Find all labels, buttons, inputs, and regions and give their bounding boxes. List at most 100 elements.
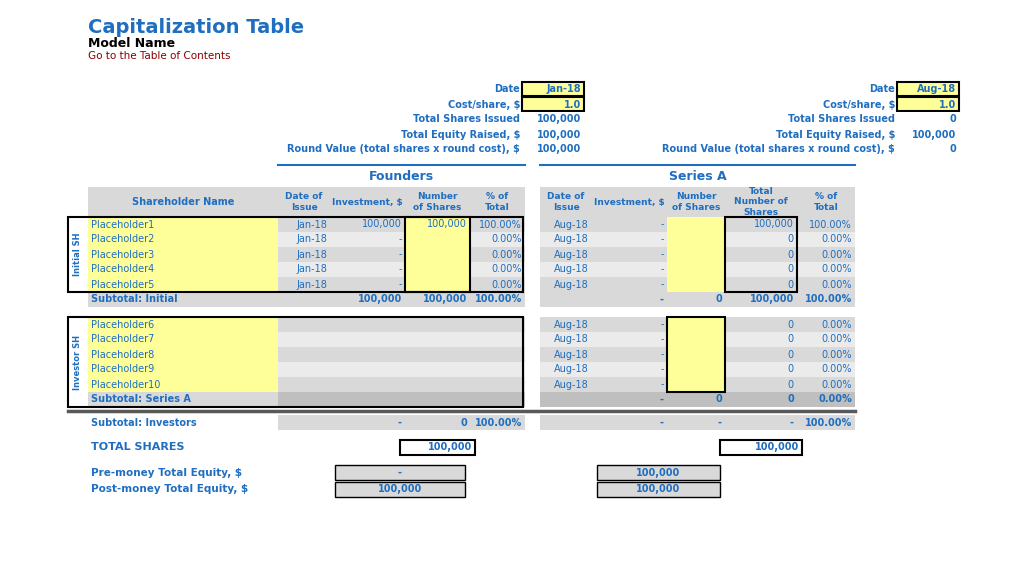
Bar bbox=[278, 362, 330, 377]
Bar bbox=[470, 362, 525, 377]
Text: 100,000: 100,000 bbox=[754, 219, 794, 230]
Bar bbox=[88, 292, 278, 307]
Text: -: - bbox=[398, 264, 402, 275]
Text: -: - bbox=[718, 418, 722, 428]
Text: 0.00%: 0.00% bbox=[821, 380, 852, 389]
Text: Placeholder3: Placeholder3 bbox=[91, 249, 155, 260]
Bar bbox=[597, 482, 720, 497]
Bar bbox=[406, 247, 470, 262]
Bar bbox=[406, 362, 470, 377]
Text: 0.00%: 0.00% bbox=[821, 249, 852, 260]
Bar bbox=[540, 362, 592, 377]
Text: 0: 0 bbox=[949, 144, 956, 155]
Text: -: - bbox=[660, 234, 664, 245]
Text: Date of
Issue: Date of Issue bbox=[286, 192, 323, 212]
Bar bbox=[592, 277, 667, 292]
Bar bbox=[278, 377, 330, 392]
Text: Pre-money Total Equity, $: Pre-money Total Equity, $ bbox=[91, 467, 242, 478]
Bar bbox=[88, 262, 278, 277]
Bar bbox=[667, 232, 725, 247]
Bar bbox=[540, 277, 592, 292]
Bar bbox=[330, 377, 406, 392]
Bar bbox=[797, 332, 855, 347]
Bar bbox=[540, 217, 592, 232]
Text: 0.00%: 0.00% bbox=[821, 279, 852, 290]
Bar bbox=[330, 217, 406, 232]
Bar bbox=[88, 392, 278, 407]
Text: Jan-18: Jan-18 bbox=[296, 264, 327, 275]
Text: -: - bbox=[660, 365, 664, 374]
Bar bbox=[540, 332, 592, 347]
Bar bbox=[592, 262, 667, 277]
Bar bbox=[597, 465, 720, 480]
Text: 0.00%: 0.00% bbox=[821, 350, 852, 359]
Text: Date of
Issue: Date of Issue bbox=[547, 192, 585, 212]
Bar bbox=[470, 292, 525, 307]
Bar bbox=[88, 362, 278, 377]
Bar bbox=[330, 347, 406, 362]
Text: 100,000: 100,000 bbox=[750, 294, 794, 305]
Bar bbox=[335, 465, 465, 480]
Bar bbox=[540, 292, 592, 307]
Bar bbox=[335, 482, 465, 497]
Bar bbox=[68, 317, 523, 407]
Text: 0: 0 bbox=[787, 320, 794, 329]
Text: 100,000: 100,000 bbox=[911, 129, 956, 140]
Bar bbox=[897, 127, 959, 141]
Bar bbox=[406, 332, 470, 347]
Text: Placeholder7: Placeholder7 bbox=[91, 335, 155, 344]
Text: 0: 0 bbox=[787, 380, 794, 389]
Text: 0.00%: 0.00% bbox=[492, 249, 522, 260]
Text: Cost/share, $: Cost/share, $ bbox=[822, 99, 895, 110]
Text: Placeholder9: Placeholder9 bbox=[91, 365, 155, 374]
Text: Founders: Founders bbox=[369, 170, 434, 182]
Bar bbox=[592, 232, 667, 247]
Text: Jan-18: Jan-18 bbox=[296, 279, 327, 290]
Text: Placeholder6: Placeholder6 bbox=[91, 320, 155, 329]
Bar bbox=[797, 247, 855, 262]
Bar bbox=[470, 217, 525, 232]
Text: Aug-18: Aug-18 bbox=[554, 350, 589, 359]
Bar bbox=[725, 217, 797, 292]
Bar bbox=[540, 232, 592, 247]
Text: 0.00%: 0.00% bbox=[492, 264, 522, 275]
Bar bbox=[725, 377, 797, 392]
Text: -: - bbox=[660, 380, 664, 389]
Text: -: - bbox=[398, 249, 402, 260]
Bar bbox=[406, 347, 470, 362]
Bar bbox=[330, 277, 406, 292]
Bar bbox=[470, 247, 525, 262]
Bar bbox=[797, 217, 855, 232]
Text: 0: 0 bbox=[787, 279, 794, 290]
Text: -: - bbox=[660, 294, 664, 305]
Text: Model Name: Model Name bbox=[88, 37, 175, 50]
Text: 100,000: 100,000 bbox=[427, 219, 467, 230]
Text: 1.0: 1.0 bbox=[564, 99, 581, 110]
Text: -: - bbox=[660, 418, 664, 428]
Bar bbox=[725, 262, 797, 277]
Text: Total Shares Issued: Total Shares Issued bbox=[788, 114, 895, 125]
Text: 100.00%: 100.00% bbox=[809, 219, 852, 230]
Text: 0: 0 bbox=[949, 114, 956, 125]
Bar bbox=[330, 332, 406, 347]
Text: 100.00%: 100.00% bbox=[479, 219, 522, 230]
Bar bbox=[88, 415, 278, 430]
Bar bbox=[88, 217, 278, 232]
Text: Jan-18: Jan-18 bbox=[296, 249, 327, 260]
Text: 100,000: 100,000 bbox=[423, 294, 467, 305]
Text: Aug-18: Aug-18 bbox=[554, 380, 589, 389]
Bar bbox=[330, 292, 406, 307]
Text: Initial SH: Initial SH bbox=[73, 233, 82, 276]
Text: Placeholder4: Placeholder4 bbox=[91, 264, 155, 275]
Bar bbox=[540, 187, 855, 217]
Text: Total Shares Issued: Total Shares Issued bbox=[413, 114, 520, 125]
Text: 100,000: 100,000 bbox=[537, 129, 581, 140]
Bar bbox=[278, 292, 330, 307]
Bar bbox=[330, 317, 406, 332]
Text: -: - bbox=[660, 395, 664, 404]
Text: TOTAL SHARES: TOTAL SHARES bbox=[91, 443, 184, 452]
Bar bbox=[897, 97, 959, 111]
Text: 0.00%: 0.00% bbox=[821, 335, 852, 344]
Text: -: - bbox=[660, 279, 664, 290]
Bar bbox=[406, 232, 470, 247]
